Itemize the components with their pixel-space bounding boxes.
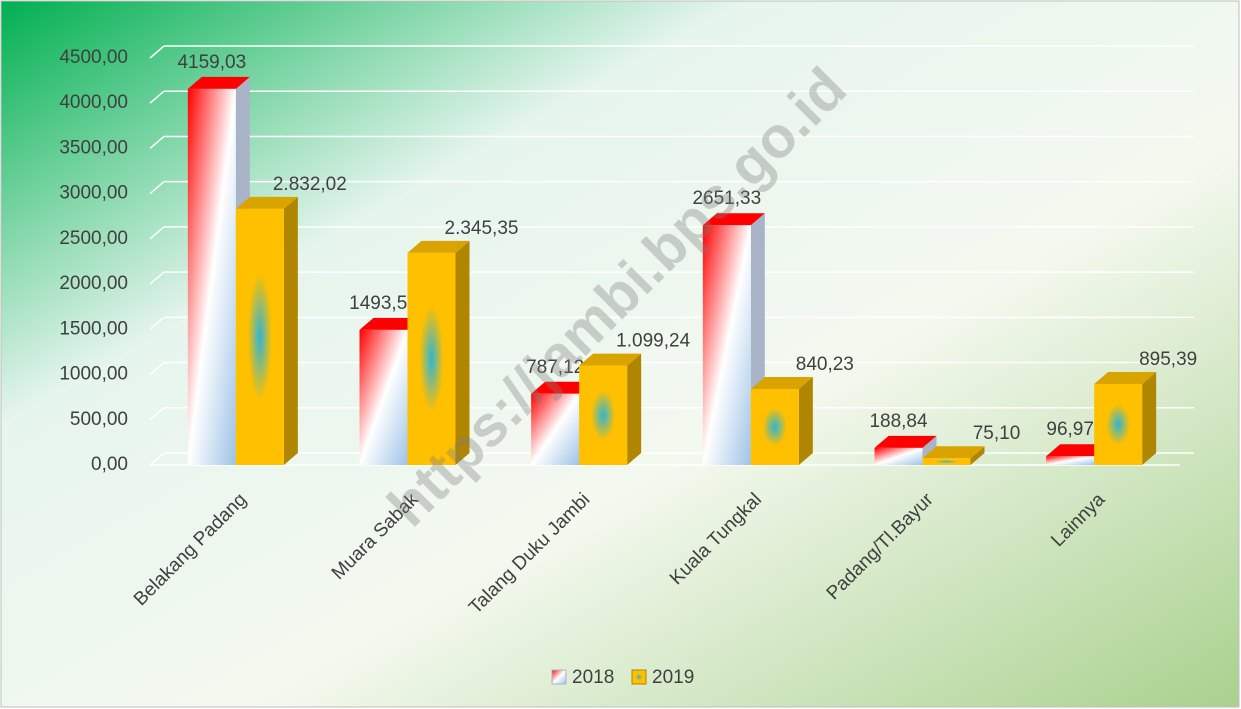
bar bbox=[1094, 372, 1157, 465]
bar-front bbox=[359, 329, 408, 465]
bar bbox=[235, 196, 298, 465]
y-tick-label: 4000,00 bbox=[59, 92, 128, 113]
grid-line-depth bbox=[149, 181, 165, 195]
y-tick-label: 3500,00 bbox=[59, 137, 128, 158]
legend-label: 2019 bbox=[652, 667, 694, 688]
legend-label: 2018 bbox=[572, 667, 614, 688]
bar-front bbox=[531, 393, 580, 465]
y-tick-label: 1500,00 bbox=[59, 318, 128, 339]
data-label: 188,84 bbox=[869, 411, 928, 432]
legend-swatch bbox=[551, 669, 567, 685]
bar bbox=[407, 240, 470, 465]
bar bbox=[750, 377, 813, 465]
grid-line-depth bbox=[149, 361, 165, 376]
bar-top bbox=[359, 317, 422, 330]
bar-front bbox=[235, 208, 284, 465]
grid-line-depth bbox=[149, 90, 165, 104]
data-label: 96,97 bbox=[1046, 419, 1094, 440]
bar-side bbox=[627, 353, 642, 465]
data-label: 2.832,02 bbox=[273, 174, 347, 195]
bar-top bbox=[1046, 444, 1109, 457]
bar-front bbox=[922, 458, 971, 465]
bar-side bbox=[455, 240, 470, 465]
bar-side bbox=[798, 377, 813, 465]
bar-top bbox=[922, 446, 985, 459]
data-label: 895,39 bbox=[1139, 349, 1197, 370]
bar-front bbox=[750, 389, 799, 465]
bar-front bbox=[1046, 456, 1095, 465]
bar-front bbox=[579, 365, 628, 465]
bar-top bbox=[750, 377, 813, 390]
data-label: 75,10 bbox=[973, 423, 1021, 444]
y-tick-label: 1000,00 bbox=[59, 364, 128, 385]
bar bbox=[579, 353, 642, 465]
grid-line-depth bbox=[149, 452, 165, 466]
bar-front bbox=[187, 88, 236, 466]
grid-line-depth bbox=[149, 226, 165, 240]
y-tick-label: 4500,00 bbox=[59, 47, 128, 68]
bar-top bbox=[702, 213, 765, 226]
grid-line-depth bbox=[149, 45, 165, 59]
y-tick-label: 3000,00 bbox=[59, 183, 128, 204]
data-label: 1.099,24 bbox=[616, 331, 690, 352]
bar-top bbox=[874, 435, 937, 448]
bar-front bbox=[407, 252, 456, 465]
data-label: 1493,56 bbox=[349, 293, 418, 314]
grid-line-depth bbox=[149, 316, 165, 330]
bar bbox=[922, 446, 985, 465]
bar-top bbox=[531, 381, 594, 394]
data-label: 4159,03 bbox=[177, 52, 246, 73]
y-tick-label: 2500,00 bbox=[59, 228, 128, 249]
data-label: 2651,33 bbox=[692, 188, 761, 209]
bar bbox=[702, 213, 765, 465]
bar-front bbox=[874, 447, 923, 465]
y-tick-label: 2000,00 bbox=[59, 273, 128, 294]
bar-front bbox=[702, 225, 751, 465]
bar-side bbox=[1142, 372, 1157, 465]
bar-top bbox=[579, 353, 642, 366]
grid-line-depth bbox=[149, 271, 165, 285]
y-tick-label: 0,00 bbox=[91, 454, 128, 475]
bar-top bbox=[407, 240, 470, 253]
data-label: 787,12 bbox=[526, 357, 584, 378]
legend-swatch bbox=[631, 669, 647, 685]
grid-line-depth bbox=[149, 407, 165, 421]
bar-top bbox=[235, 196, 298, 209]
data-label: 2.345,35 bbox=[445, 218, 519, 239]
data-label: 840,23 bbox=[796, 354, 854, 375]
bar-side bbox=[283, 196, 298, 465]
bar-side bbox=[970, 446, 985, 465]
bar-top bbox=[1094, 372, 1157, 385]
y-tick-label: 500,00 bbox=[70, 409, 128, 430]
bar-top bbox=[187, 76, 250, 89]
bar-front bbox=[1094, 384, 1143, 465]
grid-line-depth bbox=[149, 135, 165, 150]
